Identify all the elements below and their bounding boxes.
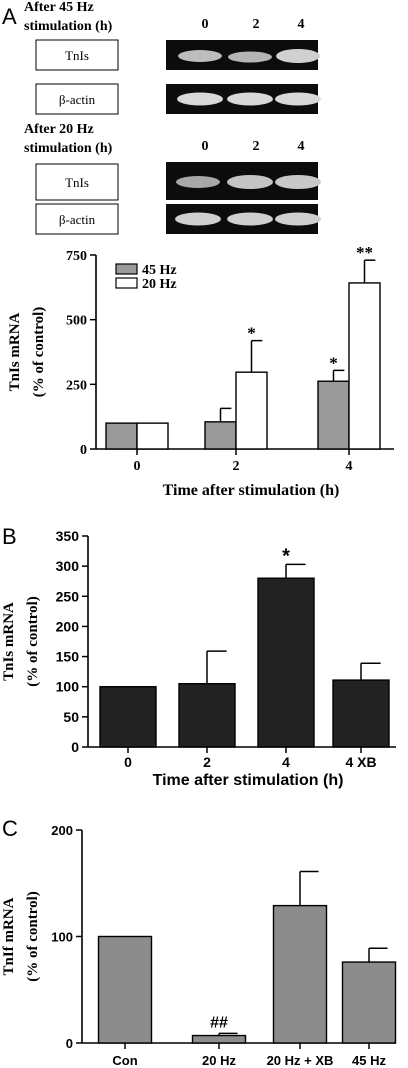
y-axis-label: (% of control) bbox=[25, 891, 41, 982]
gel-45-lane-label: 0 bbox=[202, 17, 209, 32]
bar bbox=[235, 371, 268, 450]
gel-20-lane-label: 2 bbox=[253, 139, 260, 154]
x-tick-label: 20 Hz + XB bbox=[267, 1053, 334, 1068]
gel-band bbox=[275, 92, 321, 106]
x-tick-label: 20 Hz bbox=[202, 1053, 236, 1068]
x-axis-label: Time after stimulation (h) bbox=[163, 482, 340, 499]
bar bbox=[178, 683, 236, 748]
bar bbox=[191, 1034, 247, 1044]
significance-mark: * bbox=[282, 545, 290, 567]
y-tick-label: 350 bbox=[56, 528, 80, 544]
gel-45-condition-line2: stimulation (h) bbox=[24, 19, 113, 34]
x-tick-label: Con bbox=[112, 1053, 137, 1068]
gel-45-condition-line1: After 45 Hz bbox=[24, 0, 94, 15]
gel-band bbox=[228, 51, 272, 63]
gel-band bbox=[227, 212, 273, 226]
y-tick-label: 250 bbox=[66, 378, 87, 393]
y-tick-label: 200 bbox=[56, 618, 80, 634]
gel-20-row-label: β-actin bbox=[59, 212, 96, 227]
gel-20-lane-label: 4 bbox=[298, 139, 305, 154]
x-tick-label: 2 bbox=[233, 459, 240, 474]
gel-band bbox=[178, 50, 222, 62]
gel-45-row-label: TnIs bbox=[65, 48, 89, 63]
significance-mark: * bbox=[247, 324, 256, 343]
bar bbox=[317, 380, 350, 450]
y-axis-label: TnIs mRNA bbox=[1, 602, 17, 681]
bar bbox=[136, 422, 169, 450]
y-tick-label: 750 bbox=[66, 249, 87, 264]
gel-20-condition-line2: stimulation (h) bbox=[24, 141, 113, 156]
panel-b-letter: B bbox=[2, 524, 17, 549]
y-axis-label: (% of control) bbox=[31, 307, 47, 398]
gel-band bbox=[177, 92, 223, 106]
x-tick-label: 4 bbox=[282, 754, 290, 770]
y-tick-label: 200 bbox=[51, 823, 73, 838]
x-tick-label: 4 bbox=[346, 459, 353, 474]
y-tick-label: 0 bbox=[71, 739, 79, 755]
gel-45-row-label: β-actin bbox=[59, 92, 96, 107]
y-tick-label: 50 bbox=[63, 709, 79, 725]
x-axis-label: Time after stimulation (h) bbox=[153, 772, 344, 789]
bar bbox=[97, 935, 153, 1044]
bar bbox=[204, 421, 237, 450]
y-tick-label: 0 bbox=[80, 443, 87, 458]
panel-c-letter: C bbox=[2, 816, 18, 841]
legend-label: 20 Hz bbox=[142, 277, 177, 292]
panel-a-letter: A bbox=[2, 4, 17, 29]
legend-swatch bbox=[115, 263, 138, 275]
gel-band bbox=[275, 175, 321, 189]
legend-swatch bbox=[115, 277, 138, 289]
gel-20-blot: TnIs β-actin bbox=[35, 162, 321, 235]
chart-c: 0 100 200 Con 20 Hz 20 Hz + XB 45 Hz ## TnIf mRN… bbox=[1, 823, 397, 1068]
gel-band bbox=[227, 175, 273, 189]
x-tick-label: 0 bbox=[134, 459, 141, 474]
bar bbox=[99, 686, 157, 748]
bar bbox=[348, 282, 381, 450]
y-axis-label: (% of control) bbox=[25, 596, 41, 687]
x-tick-label: 45 Hz bbox=[352, 1053, 386, 1068]
y-tick-label: 100 bbox=[56, 679, 80, 695]
y-axis-label: TnIf mRNA bbox=[1, 897, 17, 975]
gel-20-lane-label: 0 bbox=[202, 139, 209, 154]
y-tick-label: 0 bbox=[66, 1036, 73, 1051]
y-tick-label: 500 bbox=[66, 314, 87, 329]
gel-20-row-label: TnIs bbox=[65, 175, 89, 190]
y-tick-label: 100 bbox=[51, 930, 73, 945]
gel-45-lane-label: 4 bbox=[298, 17, 305, 32]
y-axis-label: TnIs mRNA bbox=[7, 312, 23, 391]
bar bbox=[105, 422, 138, 450]
gel-band bbox=[227, 92, 273, 106]
bar bbox=[257, 577, 315, 748]
x-tick-label: 2 bbox=[203, 754, 211, 770]
gel-45-blot: TnIs β-actin bbox=[35, 39, 321, 115]
gel-band bbox=[275, 212, 321, 226]
y-tick-label: 150 bbox=[56, 649, 80, 665]
significance-mark: ## bbox=[210, 1014, 228, 1031]
gel-band bbox=[276, 49, 320, 63]
y-tick-label: 300 bbox=[56, 558, 80, 574]
gel-band bbox=[175, 212, 221, 226]
significance-mark: * bbox=[329, 353, 338, 372]
gel-45-lane-label: 2 bbox=[253, 17, 260, 32]
x-tick-label: 0 bbox=[124, 754, 132, 770]
legend-label: 45 Hz bbox=[142, 263, 177, 278]
chart-b: 0 50 100 150 200 250 300 350 0 2 4 4 XB * TnIs mRNA (%… bbox=[1, 528, 396, 789]
bar bbox=[341, 961, 397, 1044]
bar bbox=[332, 679, 390, 748]
gel-20-condition-line1: After 20 Hz bbox=[24, 122, 94, 137]
x-tick-label: 4 XB bbox=[345, 754, 376, 770]
gel-band bbox=[176, 176, 220, 188]
bar bbox=[272, 904, 328, 1044]
significance-mark: ** bbox=[356, 243, 373, 262]
y-tick-label: 250 bbox=[56, 588, 80, 604]
